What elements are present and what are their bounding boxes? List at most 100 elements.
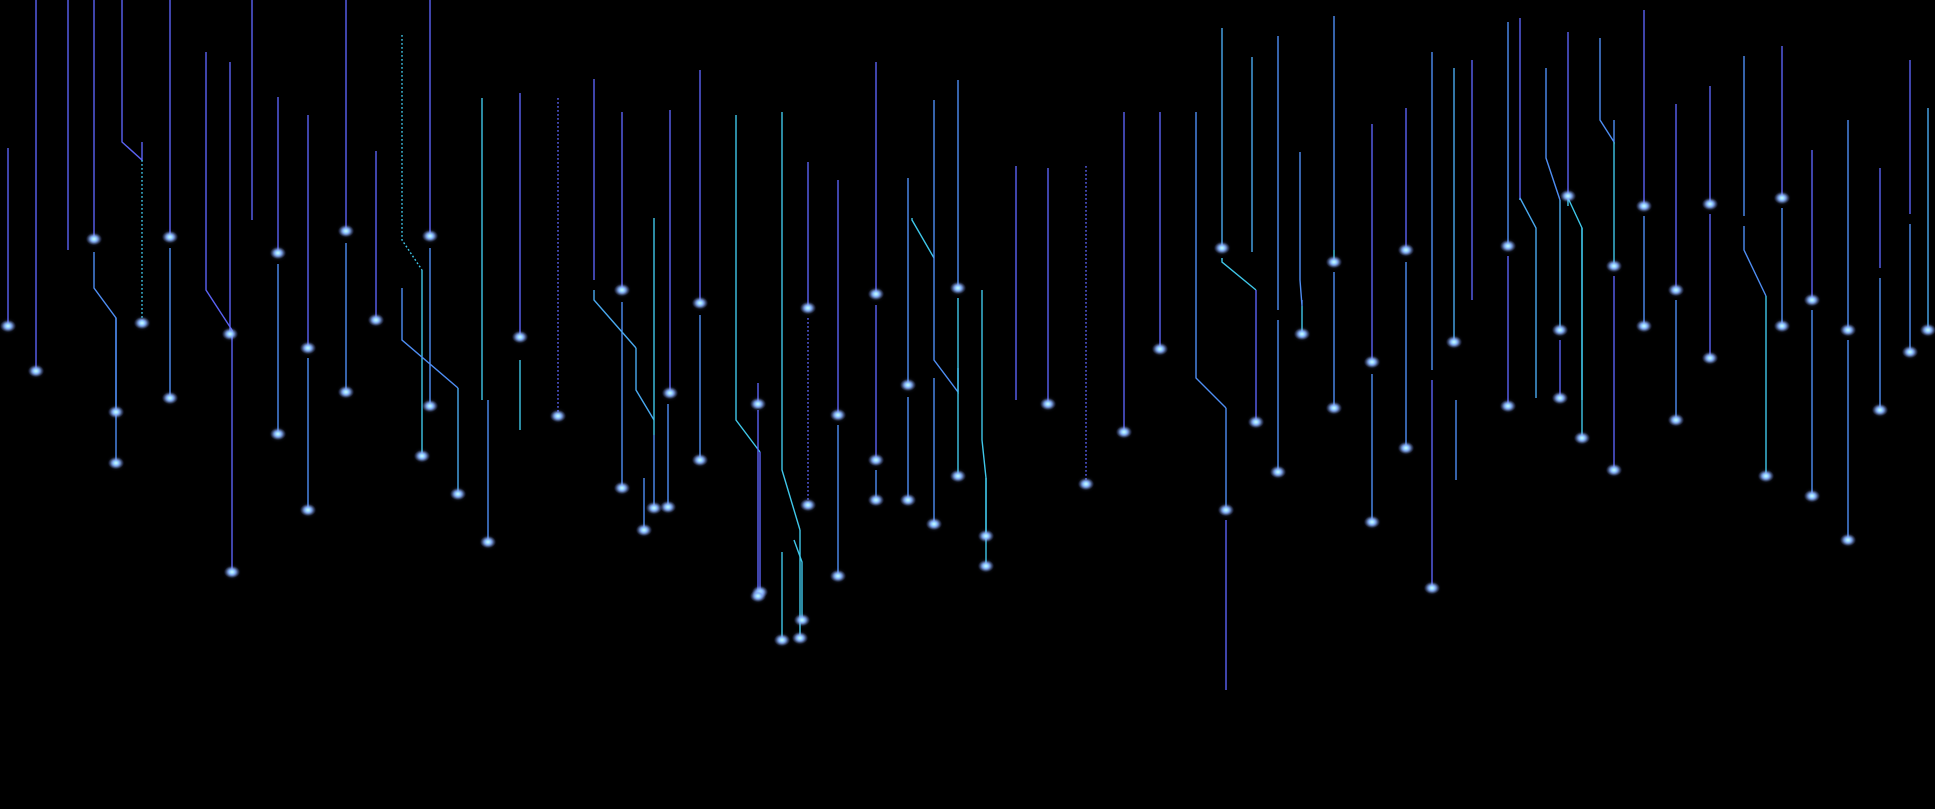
node-dot [164, 393, 176, 403]
node-dot [110, 407, 122, 417]
node-dot [224, 329, 236, 339]
circuit-trace [793, 539, 803, 620]
node-dot [1272, 467, 1284, 477]
circuit-trace [1221, 258, 1257, 291]
node-dot [1904, 347, 1916, 357]
node-dot [870, 455, 882, 465]
node-dot [1366, 517, 1378, 527]
node-dot [1080, 479, 1092, 489]
node-dot [1216, 243, 1228, 253]
node-dot [1874, 405, 1886, 415]
node-dot [340, 226, 352, 236]
node-dot [452, 489, 464, 499]
node-dot [1776, 321, 1788, 331]
node-dot [552, 411, 564, 421]
node-dot [616, 285, 628, 295]
node-dot [1554, 325, 1566, 335]
node-dot [638, 525, 650, 535]
node-dot [616, 483, 628, 493]
node-dot [928, 519, 940, 529]
node-dot [88, 234, 100, 244]
node-dot [1576, 433, 1588, 443]
node-dot [664, 388, 676, 398]
node-dot [694, 298, 706, 308]
node-dot [1328, 403, 1340, 413]
node-dot [2, 321, 14, 331]
node-dot [648, 503, 660, 513]
node-dot [832, 571, 844, 581]
circuit-trace [1299, 152, 1303, 307]
circuit-trace [1743, 226, 1767, 297]
node-dot [796, 615, 808, 625]
node-dot [1842, 325, 1854, 335]
node-dot [1400, 245, 1412, 255]
node-dot [30, 366, 42, 376]
node-dot [514, 332, 526, 342]
node-dot [226, 567, 238, 577]
node-dot [1608, 261, 1620, 271]
node-dot [752, 591, 764, 601]
node-dot [302, 505, 314, 515]
node-dot [110, 458, 122, 468]
node-dot [1502, 241, 1514, 251]
node-dot [1704, 199, 1716, 209]
node-dot [1118, 427, 1130, 437]
node-dot [794, 633, 806, 643]
node-dot [1922, 325, 1934, 335]
node-dot [1670, 285, 1682, 295]
node-dot [1296, 329, 1308, 339]
node-dot [870, 289, 882, 299]
circuit-trace [205, 52, 233, 331]
node-dot [1154, 344, 1166, 354]
traces-layer [7, 0, 1929, 690]
node-dot [136, 318, 148, 328]
node-dot [694, 455, 706, 465]
node-dot [1220, 505, 1232, 515]
circuit-trace [1545, 68, 1561, 201]
node-dot [1704, 353, 1716, 363]
node-dot [1760, 471, 1772, 481]
node-dot [1842, 535, 1854, 545]
node-dot [164, 232, 176, 242]
node-dot [370, 315, 382, 325]
node-dot [1806, 491, 1818, 501]
node-dot [902, 380, 914, 390]
node-dot [1670, 415, 1682, 425]
node-dot [1554, 393, 1566, 403]
node-dot [1448, 337, 1460, 347]
node-dot [832, 410, 844, 420]
node-dot [424, 401, 436, 411]
node-dot [802, 500, 814, 510]
node-dot [1608, 465, 1620, 475]
node-dot [870, 495, 882, 505]
node-dot [1776, 193, 1788, 203]
node-dot [1426, 583, 1438, 593]
node-dot [980, 531, 992, 541]
circuit-trace [735, 410, 761, 453]
node-dot [1366, 357, 1378, 367]
node-dot [340, 387, 352, 397]
node-dot [1042, 399, 1054, 409]
node-dot [1638, 321, 1650, 331]
node-dot [952, 471, 964, 481]
node-dot [1502, 401, 1514, 411]
node-dot [272, 429, 284, 439]
node-dot [980, 561, 992, 571]
node-dot [802, 303, 814, 313]
node-dot [1562, 191, 1574, 201]
node-dot [424, 231, 436, 241]
node-dot [952, 283, 964, 293]
circuit-trace [1195, 112, 1227, 409]
node-dot [302, 343, 314, 353]
circuit-trace [121, 0, 143, 162]
node-dot [752, 399, 764, 409]
circuit-trace [1599, 38, 1615, 145]
node-dot [416, 451, 428, 461]
circuit-trace [1519, 197, 1537, 398]
circuit-trace [911, 218, 935, 259]
node-dot [1638, 201, 1650, 211]
circuit-trace [635, 348, 655, 421]
circuit-trace [401, 288, 459, 389]
